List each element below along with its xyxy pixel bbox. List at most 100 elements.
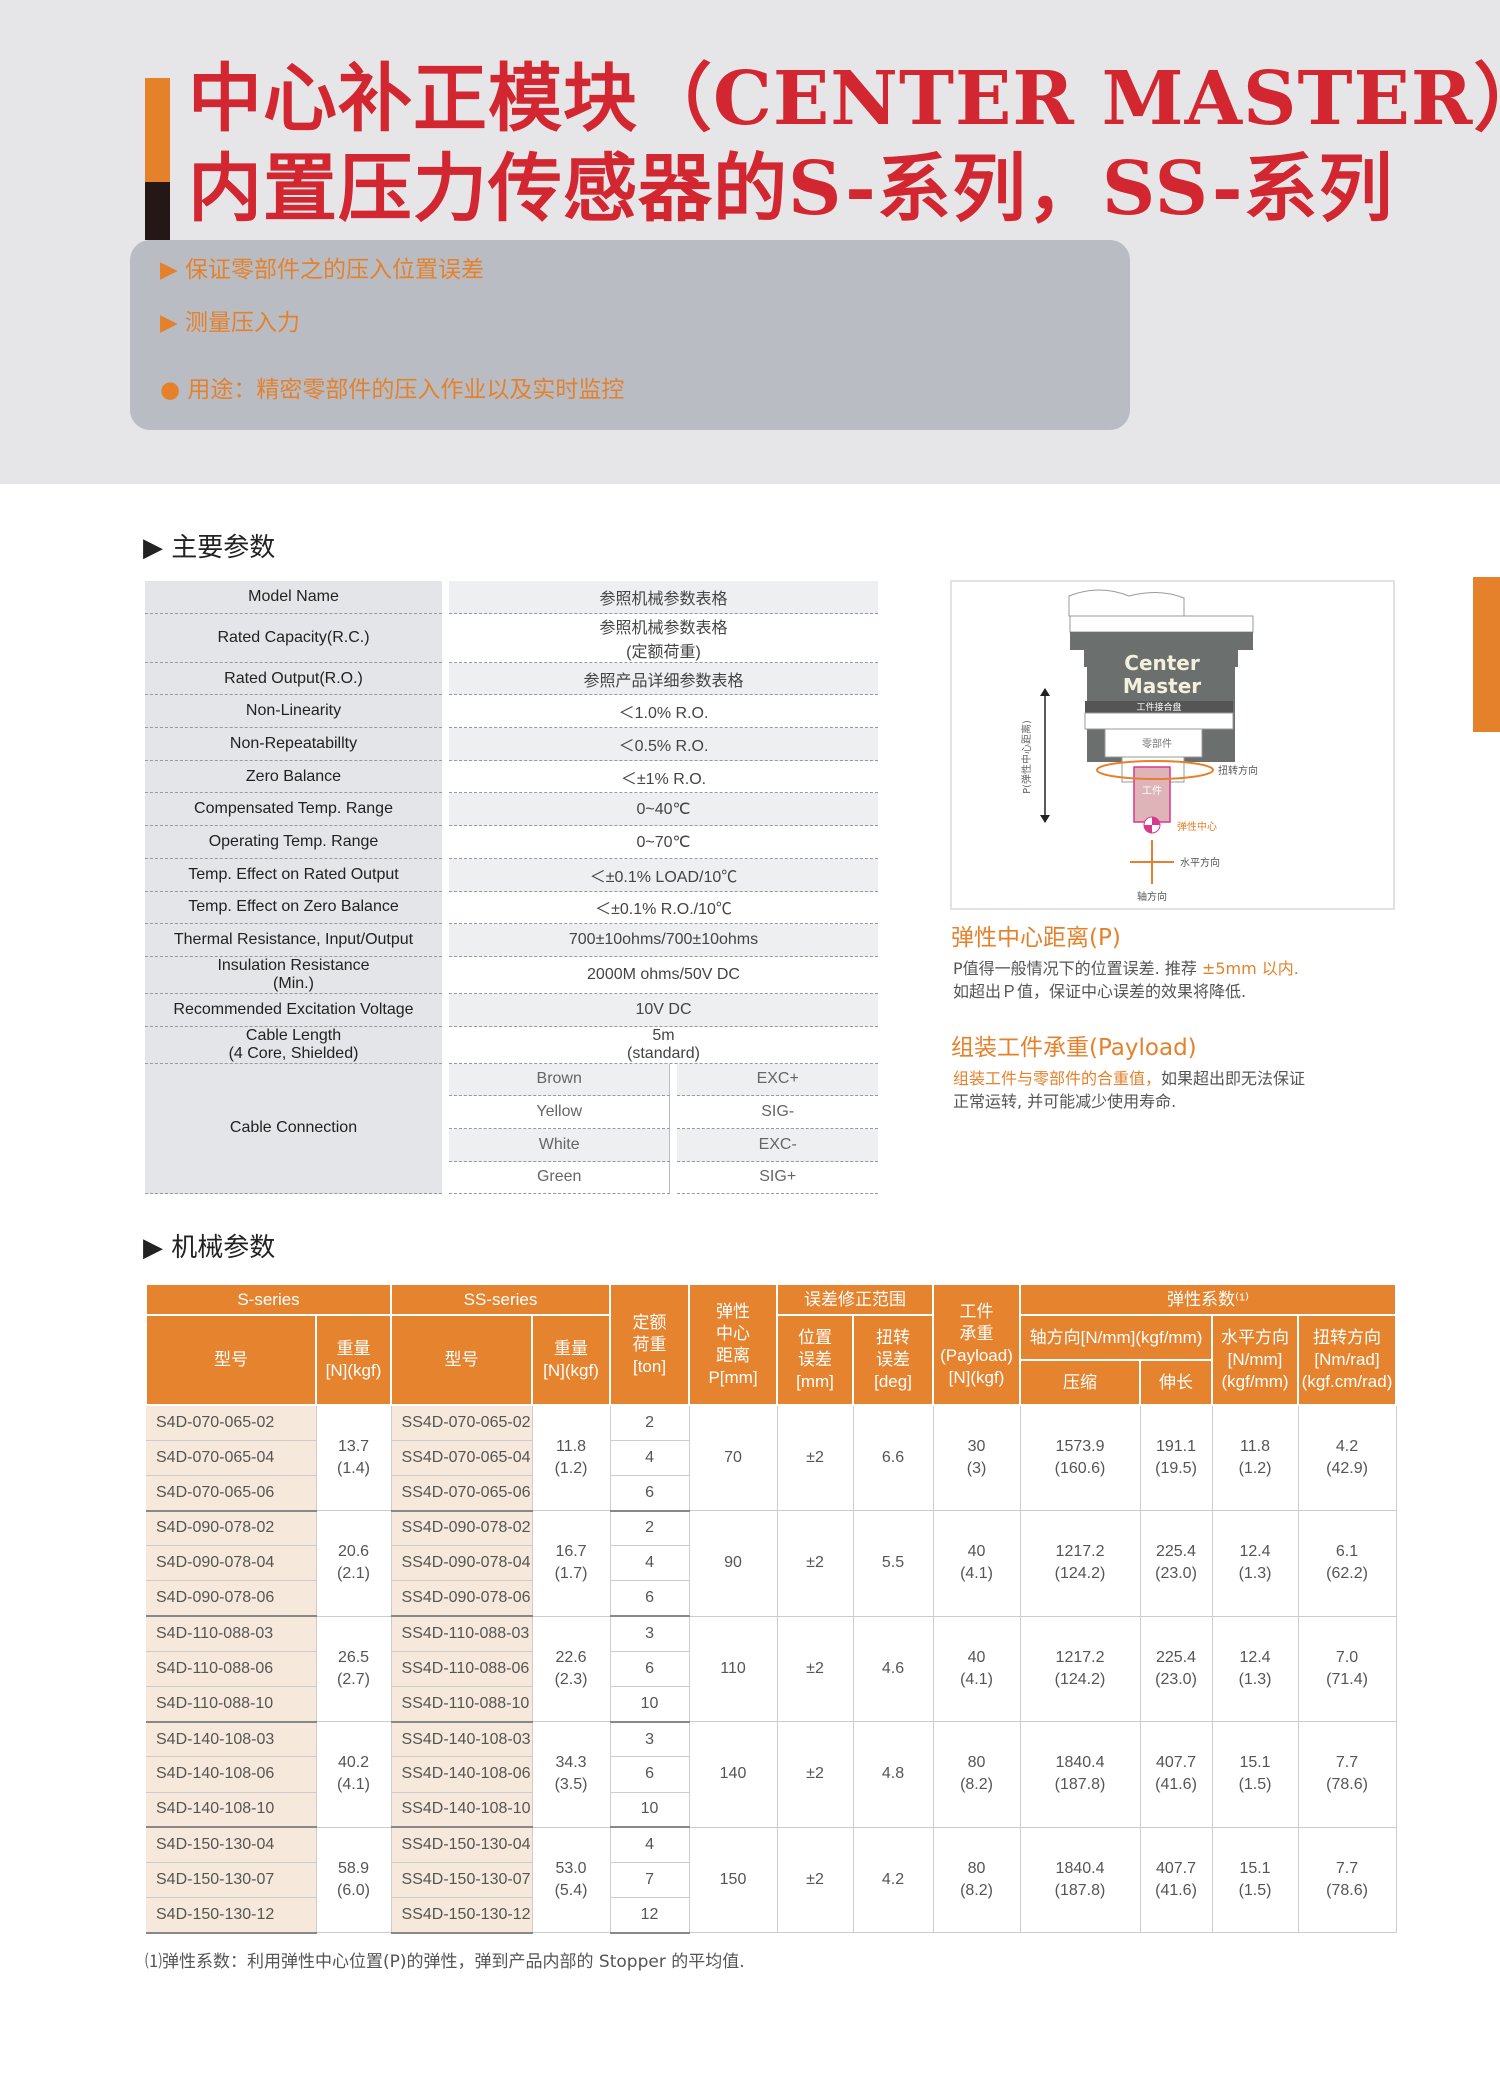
param-name: Thermal Resistance, Input/Output	[145, 924, 442, 957]
mechanical-section: S-series SS-series 定额 荷重 [ton] 弹性 中心 距离 P[mm] 误差修…	[144, 1283, 1398, 1974]
param-name: Non-Repeatabillty	[145, 728, 442, 761]
rated-ton: 10	[610, 1686, 690, 1723]
table-row: S4D-110-088-03 26.5 (2.7) SS4D-110-088-03 22…	[146, 1616, 1397, 1723]
cell-tor: 5.5	[853, 1510, 934, 1617]
param-row: Temp. Effect on Rated Output ＜±0.1% LOAD/…	[145, 858, 878, 892]
table-row: S4D-070-065-02 13.7 (1.4) SS4D-070-065-02 11…	[146, 1405, 1397, 1512]
s-model: S4D-150-130-04	[146, 1827, 317, 1863]
param-value: ＜±0.1% R.O./10℃	[449, 891, 878, 925]
ss-weight: 16.7 (1.7)	[532, 1510, 611, 1617]
cell-ext: 225.4 (23.0)	[1140, 1510, 1213, 1617]
header-tor: 扭转 误差 [deg]	[852, 1314, 935, 1406]
title-line-1: 中心补正模块（CENTER MASTER）	[188, 56, 1500, 142]
section-heading-params: ▶ 主要参数	[143, 533, 276, 563]
param-row: Non-Repeatabillty ＜0.5% R.O.	[145, 728, 878, 761]
cell-torsion: 7.7 (78.6)	[1298, 1721, 1397, 1828]
cell-comp: 1217.2 (124.2)	[1020, 1616, 1141, 1723]
cell-pos: ±2	[777, 1405, 854, 1512]
param-value: 0~40℃	[449, 793, 878, 827]
rated-ton: 6	[610, 1756, 690, 1793]
s-weight: 26.5 (2.7)	[316, 1616, 392, 1723]
ss-model: SS4D-070-065-06	[391, 1475, 533, 1512]
param-row: Zero Balance ＜±1% R.O.	[145, 760, 878, 794]
header-spring: 弹性系数⁽¹⁾	[1019, 1283, 1398, 1316]
cable-connection-label: Cable Connection	[145, 1063, 442, 1195]
param-name: Insulation Resistance (Min.)	[145, 956, 442, 994]
cell-payload: 80 (8.2)	[933, 1827, 1021, 1934]
table-row: S4D-150-130-07 SS4D-150-130-07 7	[146, 1862, 1396, 1899]
rated-ton: 4	[610, 1827, 690, 1863]
rated-ton: 12	[610, 1897, 690, 1934]
s-model: S4D-090-078-02	[146, 1510, 317, 1547]
ss-model: SS4D-070-065-04	[391, 1440, 533, 1476]
s-weight: 20.6 (2.1)	[316, 1510, 392, 1617]
rated-ton: 4	[610, 1440, 690, 1476]
header-pos: 位置 误差 [mm]	[776, 1314, 855, 1406]
param-row: Compensated Temp. Range 0~40℃	[145, 793, 878, 827]
table-row: S4D-090-078-06 SS4D-090-078-06 6	[146, 1580, 1396, 1618]
param-row: Recommended Excitation Voltage 10V DC	[145, 993, 878, 1027]
wire-color: Brown	[449, 1063, 671, 1097]
feature-bullet: ▶ 测量压入力	[160, 310, 300, 336]
param-value: 参照机械参数表格 (定额荷重)	[449, 613, 878, 663]
ss-model: SS4D-140-108-03	[391, 1721, 533, 1758]
wire-signal: EXC-	[677, 1128, 878, 1162]
ss-weight: 34.3 (3.5)	[532, 1721, 611, 1828]
s-model: S4D-140-108-10	[146, 1792, 317, 1829]
header-axial: 轴方向[N/mm](kgf/mm)	[1019, 1314, 1214, 1361]
s-model: S4D-070-065-02	[146, 1405, 317, 1441]
rated-ton: 6	[610, 1475, 690, 1512]
cell-horiz: 15.1 (1.5)	[1212, 1721, 1299, 1828]
cable-row: Cable Connection Brown EXC+	[145, 1063, 878, 1195]
rated-ton: 3	[610, 1721, 690, 1758]
header-comp: 压缩	[1019, 1359, 1142, 1406]
param-name: Operating Temp. Range	[145, 826, 442, 859]
header-rated: 定额 荷重 [ton]	[609, 1283, 691, 1406]
table-row: S4D-140-108-10 SS4D-140-108-10 10	[146, 1792, 1396, 1829]
cell-p: 90	[689, 1510, 778, 1617]
plate-label: 工件接合盘	[1136, 701, 1181, 713]
header-range: 误差修正范围	[776, 1283, 935, 1316]
header-torsion: 扭转方向 [Nm/rad] (kgf.cm/rad)	[1297, 1314, 1398, 1406]
cell-payload: 40 (4.1)	[933, 1510, 1021, 1617]
rated-ton: 10	[610, 1792, 690, 1829]
ss-model: SS4D-090-078-06	[391, 1580, 533, 1618]
param-row: Non-Linearity ＜1.0% R.O.	[145, 695, 878, 729]
cell-pos: ±2	[777, 1827, 854, 1934]
table-row: S4D-070-065-04 SS4D-070-065-04 4	[146, 1440, 1396, 1476]
s-model: S4D-070-065-06	[146, 1475, 317, 1512]
header-payload: 工件 承重 (Payload) [N](kgf)	[932, 1283, 1022, 1406]
text: 如果超出即无法保证	[1161, 1069, 1306, 1088]
cable-row: Yellow SIG-	[145, 1096, 878, 1129]
table-row: S4D-150-130-12 SS4D-150-130-12 12	[146, 1897, 1396, 1934]
header-horiz: 水平方向 [N/mm] (kgf/mm)	[1211, 1314, 1300, 1406]
highlight: 组装工件与零部件的合重值，	[953, 1069, 1162, 1088]
cell-p: 110	[689, 1616, 778, 1723]
cable-row: White EXC-	[145, 1128, 878, 1162]
ss-model: SS4D-090-078-04	[391, 1545, 533, 1582]
param-value: 10V DC	[449, 993, 878, 1027]
text: 正常运转, 并可能减少使用寿命.	[953, 1092, 1177, 1111]
rated-ton: 7	[610, 1862, 690, 1899]
cell-payload: 40 (4.1)	[933, 1616, 1021, 1723]
cell-tor: 4.6	[853, 1616, 934, 1723]
ss-model: SS4D-140-108-10	[391, 1792, 533, 1829]
param-value: 参照机械参数表格	[449, 581, 878, 614]
cell-torsion: 7.7 (78.6)	[1298, 1827, 1397, 1934]
ss-model: SS4D-150-130-04	[391, 1827, 533, 1863]
cell-ext: 225.4 (23.0)	[1140, 1616, 1213, 1723]
cell-p: 70	[689, 1405, 778, 1512]
cell-comp: 1217.2 (124.2)	[1020, 1510, 1141, 1617]
param-name: Temp. Effect on Zero Balance	[145, 891, 442, 925]
param-name: Recommended Excitation Voltage	[145, 993, 442, 1027]
param-name: Compensated Temp. Range	[145, 793, 442, 827]
rated-ton: 6	[610, 1651, 690, 1688]
cell-pos: ±2	[777, 1510, 854, 1617]
heading-text: 机械参数	[171, 1233, 276, 1263]
header-weight: 重量 [N](kgf)	[531, 1314, 612, 1406]
param-row: Cable Length (4 Core, Shielded) 5m (standar…	[145, 1026, 878, 1064]
wire-color: White	[449, 1128, 671, 1162]
wire-signal: SIG+	[677, 1161, 878, 1195]
horizontal-label: 水平方向	[1180, 856, 1220, 869]
param-row: Thermal Resistance, Input/Output 700±10oh…	[145, 924, 878, 957]
